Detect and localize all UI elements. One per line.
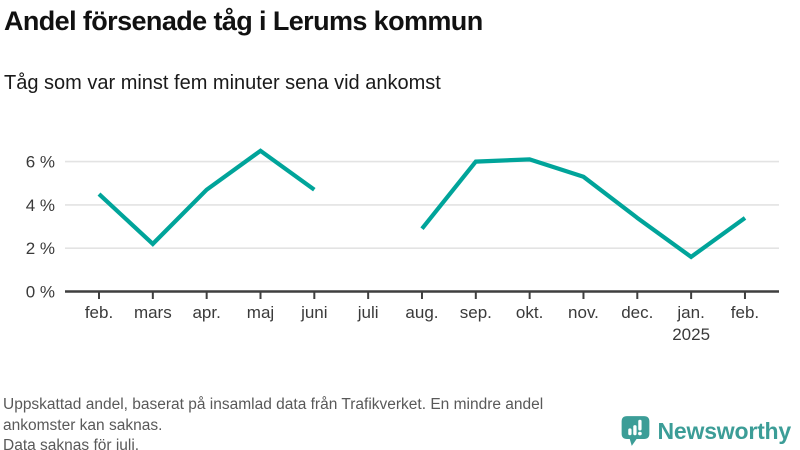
x-tick-label: apr. bbox=[192, 303, 220, 322]
newsworthy-logo: Newsworthy bbox=[620, 415, 791, 447]
page-subtitle: Tåg som var minst fem minuter sena vid a… bbox=[4, 72, 441, 94]
trend-line-segment bbox=[97, 148, 316, 247]
line-chart: 0 % 2 % 4 % 6 % feb. mars apr. maj juni juli aug. s… bbox=[26, 148, 779, 344]
trend-line-segment bbox=[420, 157, 747, 260]
footer-notes: Uppskattad andel, baserat på insamlad da… bbox=[3, 395, 543, 450]
x-tick-label: jan. bbox=[676, 303, 704, 322]
page-title: Andel försenade tåg i Lerums kommun bbox=[4, 6, 483, 36]
footer-note-line: ankomster kan saknas. bbox=[3, 416, 163, 434]
x-tick-label: maj bbox=[247, 303, 274, 322]
y-tick-label: 4 % bbox=[26, 196, 55, 215]
y-tick-label: 6 % bbox=[26, 153, 55, 172]
x-tick-label: nov. bbox=[568, 303, 599, 322]
x-tick-label: juni bbox=[300, 303, 327, 322]
y-tick-label: 2 % bbox=[26, 239, 55, 258]
bar-chart-speech-bubble-icon bbox=[621, 416, 649, 446]
x-tick-label: aug. bbox=[405, 303, 438, 322]
logo-wordmark: Newsworthy bbox=[657, 417, 792, 444]
x-tick-label: sep. bbox=[460, 303, 492, 322]
x-tick-label: dec. bbox=[621, 303, 653, 322]
x-tick-label: juli bbox=[357, 303, 379, 322]
x-tick-label: feb. bbox=[85, 303, 113, 322]
x-tick-label: feb. bbox=[731, 303, 759, 322]
x-tick-label: okt. bbox=[516, 303, 543, 322]
x-axis-year-label: 2025 bbox=[672, 325, 710, 344]
footer-note-line: Data saknas för juli. bbox=[3, 437, 140, 450]
footer-note-line: Uppskattad andel, baserat på insamlad da… bbox=[3, 396, 544, 413]
y-tick-label: 0 % bbox=[26, 283, 55, 302]
x-tick-label: mars bbox=[134, 303, 172, 322]
